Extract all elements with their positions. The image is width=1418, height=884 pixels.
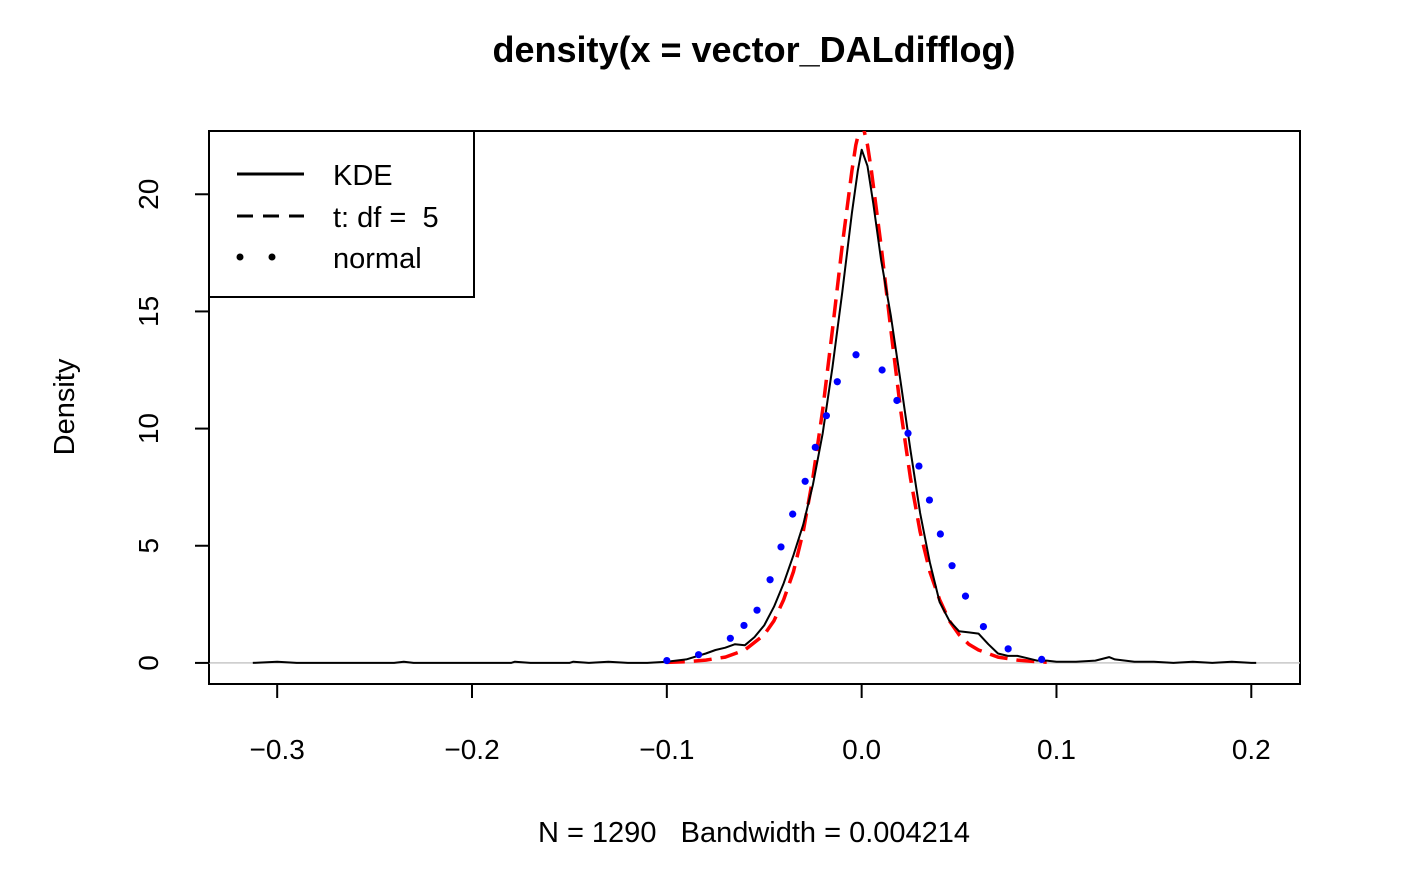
normal-point (893, 396, 901, 405)
normal-point (811, 443, 819, 451)
normal-point (801, 477, 809, 485)
normal-point (694, 651, 703, 659)
y-tick-label: 20 (133, 179, 164, 210)
normal-point (1038, 655, 1046, 663)
y-tick-label: 0 (133, 655, 164, 671)
normal-point (789, 510, 797, 518)
normal-point (936, 530, 944, 538)
x-tick-label: −0.2 (444, 734, 499, 765)
x-tick-label: 0.1 (1037, 734, 1076, 765)
series-layer (252, 131, 1257, 665)
normal-point (925, 496, 934, 504)
y-tick-label: 15 (133, 296, 164, 327)
normal-point (753, 606, 761, 614)
y-tick-label: 10 (133, 413, 164, 444)
normal-point (961, 592, 970, 600)
legend-box (208, 130, 475, 298)
y-tick-label: 5 (133, 538, 164, 554)
normal-point (777, 543, 785, 551)
normal-point (726, 634, 734, 642)
legend-dot-marker (236, 253, 244, 261)
normal-point (663, 656, 671, 665)
x-tick-label: 0.0 (842, 734, 881, 765)
normal-point (822, 412, 830, 420)
normal-point (878, 366, 886, 374)
x-tick-label: −0.1 (639, 734, 694, 765)
normal-point (1004, 645, 1012, 653)
normal-point (979, 622, 988, 631)
x-tick-label: 0.2 (1232, 734, 1271, 765)
kde-curve (252, 148, 1257, 664)
normal-point (852, 351, 860, 359)
legend-entry-t-dist: t: df = 5 (333, 202, 439, 234)
y-axis-label: Density (49, 358, 81, 455)
normal-point (766, 576, 774, 584)
t-dist-curve (666, 131, 1047, 665)
normal-point (915, 462, 923, 470)
legend-entry-kde: KDE (333, 160, 393, 192)
normal-point (833, 378, 841, 386)
y-axis: 0 5 10 15 20 (133, 179, 210, 671)
x-axis-label: N = 1290 Bandwidth = 0.004214 (538, 817, 970, 849)
legend: KDE t: df = 5 normal (208, 130, 475, 298)
legend-entry-normal: normal (333, 243, 422, 275)
legend-dot-marker (268, 253, 276, 261)
x-axis: −0.3 −0.2 −0.1 0.0 0.1 0.2 (250, 683, 1271, 765)
x-tick-label: −0.3 (250, 734, 305, 765)
normal-point (904, 429, 912, 437)
normal-point (948, 562, 956, 570)
chart-title: density(x = vector_DALdifflog) (492, 29, 1015, 70)
normal-point (740, 621, 748, 630)
